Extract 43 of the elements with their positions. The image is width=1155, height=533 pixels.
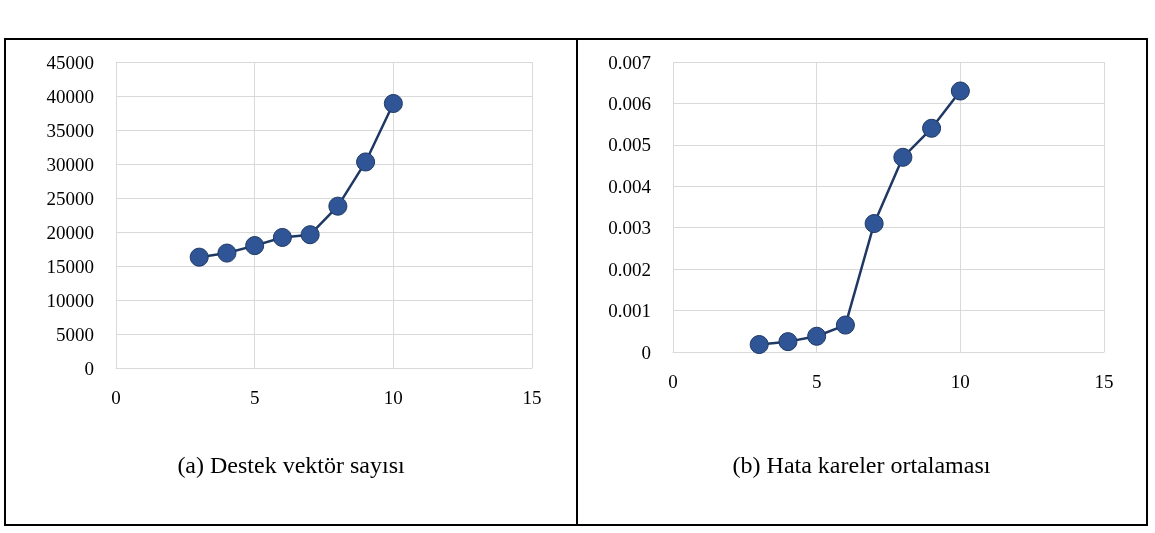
y-tick-label: 0.003 xyxy=(608,217,651,239)
y-tick-label: 0 xyxy=(641,341,651,363)
point xyxy=(778,332,798,352)
y-tick-label: 40000 xyxy=(46,85,94,107)
y-tick-label: 5000 xyxy=(56,323,94,345)
point xyxy=(272,227,292,247)
y-tick-label: 30000 xyxy=(46,153,94,175)
point xyxy=(950,81,970,101)
point xyxy=(749,335,769,355)
point xyxy=(245,236,265,256)
point xyxy=(300,225,320,245)
y-tick-label: 25000 xyxy=(46,187,94,209)
text: (b) Hata kareler ortalaması xyxy=(732,452,991,478)
point xyxy=(356,152,376,172)
point xyxy=(864,214,884,234)
y-tick-label: 0.005 xyxy=(608,134,651,156)
y-tick-label: 0.002 xyxy=(608,258,651,280)
y-tick-label: 0.004 xyxy=(608,175,652,197)
y-tick-label: 0.006 xyxy=(608,92,651,114)
x-tick-label: 0 xyxy=(111,387,121,408)
point xyxy=(217,243,237,263)
x-tick-label: 5 xyxy=(249,387,260,408)
point xyxy=(922,118,942,138)
y-tick-label: 20000 xyxy=(46,221,94,243)
y-tick-label: 35000 xyxy=(46,119,94,141)
point xyxy=(835,315,855,335)
text: (a) Destek vektör sayısı xyxy=(177,452,405,478)
x-tick-label: 10 xyxy=(383,387,403,408)
y-tick-label: 15000 xyxy=(46,255,94,277)
point xyxy=(383,93,403,113)
x-tick-label: 0 xyxy=(668,371,678,392)
point xyxy=(328,196,348,216)
y-tick-label: 0.007 xyxy=(608,51,651,73)
x-tick-label: 5 xyxy=(811,371,822,392)
y-tick-label: 0.001 xyxy=(608,300,651,322)
y-tick-label: 10000 xyxy=(46,289,94,311)
x-tick-label: 15 xyxy=(522,387,542,408)
point xyxy=(189,247,209,267)
x-tick-label: 10 xyxy=(950,371,970,392)
point xyxy=(807,326,827,346)
x-tick-label: 15 xyxy=(1094,371,1114,392)
y-tick-label: 45000 xyxy=(46,51,94,73)
point xyxy=(893,147,913,167)
